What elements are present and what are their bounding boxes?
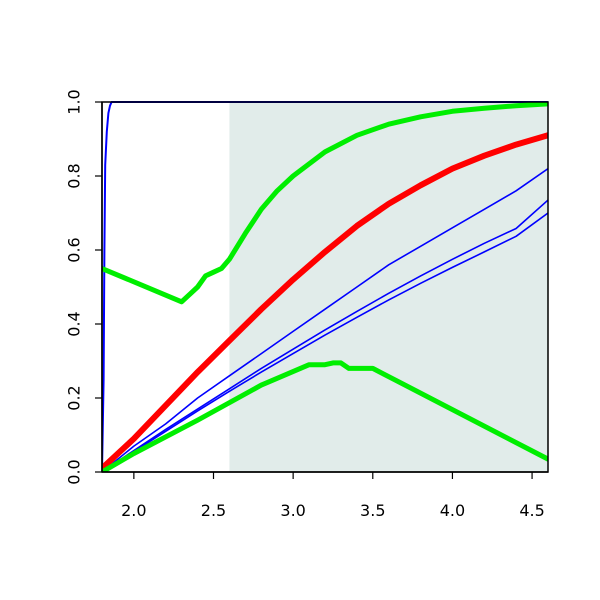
series-line-4 xyxy=(102,212,548,472)
series-line-2 xyxy=(102,167,548,472)
x-tick-label: 4.5 xyxy=(519,501,544,520)
series-line-5 xyxy=(102,132,548,472)
x-axis: 2.0 2.5 3.0 3.5 4.0 4.5 xyxy=(102,471,548,520)
x-tick-label: 4.0 xyxy=(440,501,465,520)
series-line-6 xyxy=(102,101,548,305)
y-axis: 0.0 0.2 0.4 0.6 0.8 1.0 xyxy=(65,89,103,485)
y-tick-label: 0.6 xyxy=(65,237,84,262)
shaded-region xyxy=(229,102,548,472)
y-tick-label: 1.0 xyxy=(65,89,84,114)
series-line-7 xyxy=(102,360,548,472)
x-tick-label: 3.5 xyxy=(360,501,385,520)
x-tick-label: 3.0 xyxy=(280,501,305,520)
x-tick-label: 2.5 xyxy=(201,501,226,520)
series-line-3 xyxy=(102,199,548,472)
y-tick-label: 0.4 xyxy=(65,311,84,336)
y-tick-label: 0.8 xyxy=(65,163,84,188)
series-layer xyxy=(102,101,548,472)
y-tick-label: 0.0 xyxy=(65,459,84,484)
x-tick-label: 2.0 xyxy=(121,501,146,520)
y-tick-label: 0.2 xyxy=(65,385,84,410)
